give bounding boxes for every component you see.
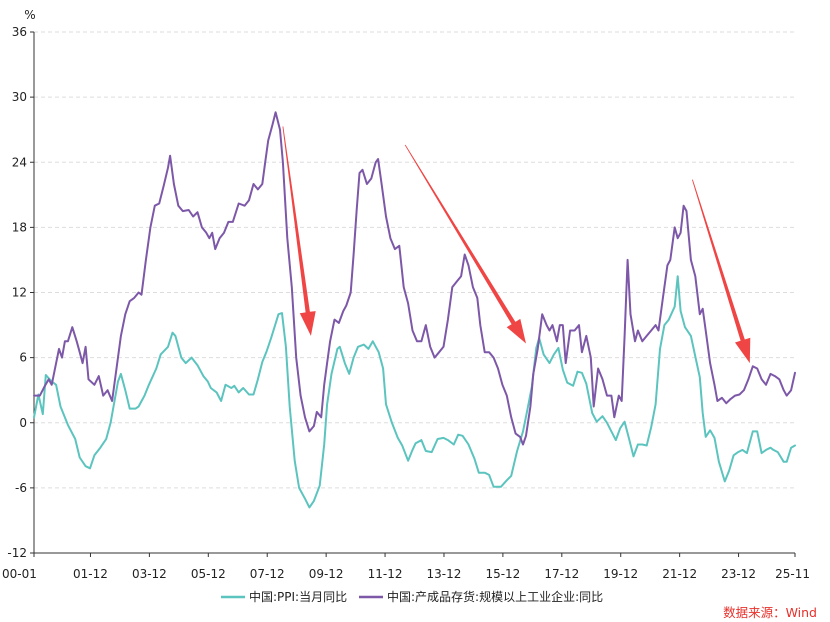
x-tick-label: 09-12 bbox=[309, 567, 344, 581]
source-note: 数据来源：Wind bbox=[723, 605, 817, 620]
x-tick-label: 05-12 bbox=[191, 567, 226, 581]
x-tick-label: 01-12 bbox=[73, 567, 108, 581]
y-tick-label: 12 bbox=[12, 286, 27, 300]
x-tick-label: 15-12 bbox=[485, 567, 520, 581]
y-tick-label: -12 bbox=[7, 546, 27, 560]
x-tick-label: 17-12 bbox=[544, 567, 579, 581]
x-tick-label: 11-12 bbox=[368, 567, 403, 581]
x-tick-label: 03-12 bbox=[132, 567, 167, 581]
trend-arrow bbox=[404, 144, 526, 344]
trend-arrow bbox=[692, 179, 751, 364]
legend-label-ppi: 中国:PPI:当月同比 bbox=[249, 589, 347, 604]
series-lines bbox=[33, 111, 796, 509]
x-tick-label: 13-12 bbox=[427, 567, 462, 581]
legend: 中国:PPI:当月同比 中国:产成品存货:规模以上工业企业:同比 bbox=[221, 589, 603, 604]
y-tick-label: -6 bbox=[15, 481, 27, 495]
x-tick-label: 19-12 bbox=[603, 567, 638, 581]
trend-arrows bbox=[282, 126, 751, 364]
y-tick-label: 30 bbox=[12, 90, 27, 104]
x-tick-label: 25-11 bbox=[775, 567, 810, 581]
y-tick-label: 24 bbox=[12, 155, 27, 169]
y-tick-label: 18 bbox=[12, 220, 27, 234]
x-tick-label: 21-12 bbox=[662, 567, 697, 581]
y-tick-label: 36 bbox=[12, 25, 27, 39]
y-tick-label: 0 bbox=[19, 416, 27, 430]
x-tick-label: 07-12 bbox=[250, 567, 285, 581]
legend-label-inventory: 中国:产成品存货:规模以上工业企业:同比 bbox=[387, 589, 603, 604]
x-tick-label: 23-12 bbox=[721, 567, 756, 581]
trend-arrow bbox=[282, 126, 316, 336]
x-tick-label: 00-01 bbox=[2, 567, 37, 581]
series-line-ppi bbox=[33, 275, 796, 509]
y-tick-label: 6 bbox=[19, 351, 27, 365]
series-line-inventory bbox=[33, 111, 796, 446]
y-axis-unit-label: % bbox=[24, 8, 35, 22]
axes: % -12 -6 0 6 12 18 24 30 36 00-01 01-12 03-12 05-12 0… bbox=[2, 8, 810, 581]
gridlines bbox=[34, 31, 795, 489]
